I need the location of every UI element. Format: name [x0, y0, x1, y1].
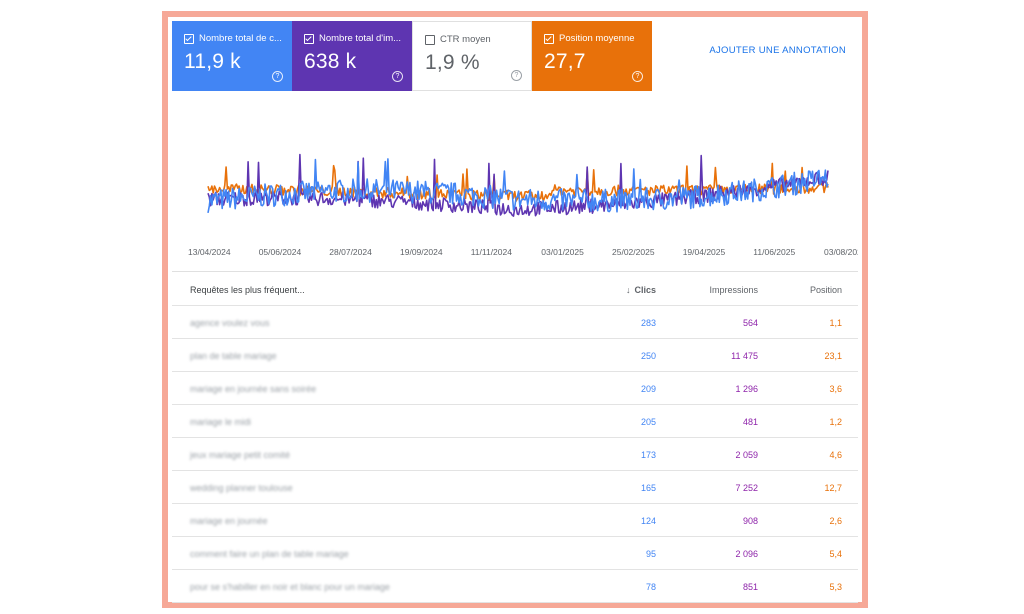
impressions-cell: 7 252	[735, 483, 758, 493]
add-annotation-button[interactable]: AJOUTER UNE ANNOTATION	[709, 45, 846, 56]
table-row[interactable]: mariage le midi 205 481 1,2	[172, 405, 858, 438]
query-cell: agence voulez vous	[190, 318, 270, 328]
metric-label: Nombre total de c...	[199, 33, 282, 44]
x-tick-label: 25/02/2025	[612, 247, 655, 257]
query-cell: jeux mariage petit comité	[190, 450, 291, 460]
clicks-cell: 205	[640, 417, 656, 427]
x-tick-label: 19/04/2025	[683, 247, 726, 257]
metric-card-position[interactable]: Position moyenne 27,7 ?	[532, 21, 652, 91]
table-row[interactable]: comment faire un plan de table mariage 95…	[172, 537, 858, 570]
metric-value: 27,7	[544, 50, 586, 73]
checkbox-icon[interactable]	[544, 33, 554, 44]
table-row[interactable]: plan de table mariage 250 11 475 23,1	[172, 339, 858, 372]
impressions-cell: 908	[742, 516, 758, 526]
column-header-impressions[interactable]: Impressions	[709, 285, 758, 295]
x-tick-label: 28/07/2024	[329, 247, 372, 257]
x-tick-label: 19/09/2024	[400, 247, 443, 257]
clicks-cell: 124	[640, 516, 656, 526]
help-icon[interactable]: ?	[632, 71, 643, 82]
clicks-cell: 78	[645, 582, 656, 592]
clicks-cell: 165	[640, 483, 656, 493]
metric-card-clicks[interactable]: Nombre total de c... 11,9 k ?	[172, 21, 292, 91]
table-header: Requêtes les plus fréquent... ↓ Clics Imp…	[172, 273, 858, 306]
query-cell: wedding planner toulouse	[190, 483, 293, 493]
position-cell: 1,1	[829, 318, 842, 328]
help-icon[interactable]: ?	[511, 70, 522, 81]
impressions-cell: 1 296	[735, 384, 758, 394]
query-cell: comment faire un plan de table mariage	[190, 549, 349, 559]
position-cell: 2,6	[829, 516, 842, 526]
series-line	[207, 153, 829, 217]
table-row[interactable]: mariage en journée 124 908 2,6	[172, 504, 858, 537]
position-cell: 5,4	[829, 549, 842, 559]
performance-chart: 13/04/2024 05/06/2024 28/07/2024 19/09/2024…	[188, 153, 858, 257]
help-icon[interactable]: ?	[272, 71, 283, 82]
clicks-cell: 209	[640, 384, 656, 394]
position-cell: 23,1	[824, 351, 842, 361]
metric-label: Position moyenne	[559, 33, 635, 44]
column-header-clicks[interactable]: ↓ Clics	[626, 285, 656, 295]
position-cell: 1,2	[829, 417, 842, 427]
clicks-cell: 250	[640, 351, 656, 361]
x-tick-label: 13/04/2024	[188, 247, 231, 257]
query-cell: mariage en journée sans soirée	[190, 384, 317, 394]
impressions-cell: 851	[742, 582, 758, 592]
metric-cards: Nombre total de c... 11,9 k ? Nombre tot…	[172, 21, 858, 91]
metric-value: 1,9 %	[425, 51, 480, 74]
impressions-cell: 11 475	[731, 351, 758, 361]
impressions-cell: 481	[742, 417, 758, 427]
divider	[172, 271, 858, 272]
position-cell: 4,6	[829, 450, 842, 460]
table-row[interactable]: pour se s'habiller en noir et blanc pour…	[172, 570, 858, 603]
metric-label: CTR moyen	[440, 34, 491, 45]
metric-card-ctr[interactable]: CTR moyen 1,9 % ?	[412, 21, 532, 91]
impressions-cell: 2 059	[735, 450, 758, 460]
query-cell: mariage en journée	[190, 516, 268, 526]
metric-value: 11,9 k	[184, 50, 241, 73]
checkbox-icon[interactable]	[304, 33, 314, 44]
metric-value: 638 k	[304, 50, 357, 73]
table-row[interactable]: jeux mariage petit comité 173 2 059 4,6	[172, 438, 858, 471]
x-tick-label: 03/08/2025	[824, 247, 858, 257]
position-cell: 5,3	[829, 582, 842, 592]
query-cell: mariage le midi	[190, 417, 252, 427]
clicks-cell: 95	[645, 549, 656, 559]
performance-panel: Nombre total de c... 11,9 k ? Nombre tot…	[162, 11, 868, 608]
clicks-cell: 283	[640, 318, 656, 328]
metric-card-impressions[interactable]: Nombre total d'im... 638 k ?	[292, 21, 412, 91]
help-icon[interactable]: ?	[392, 71, 403, 82]
position-cell: 3,6	[829, 384, 842, 394]
column-header-query[interactable]: Requêtes les plus fréquent...	[190, 285, 305, 295]
series-line	[207, 158, 829, 214]
impressions-cell: 564	[742, 318, 758, 328]
checkbox-icon[interactable]	[184, 33, 194, 44]
column-header-clicks-label: Clics	[634, 285, 656, 295]
impressions-cell: 2 096	[735, 549, 758, 559]
checkbox-icon[interactable]	[425, 34, 435, 45]
query-cell: plan de table mariage	[190, 351, 277, 361]
table-row[interactable]: agence voulez vous 283 564 1,1	[172, 306, 858, 339]
arrow-down-icon: ↓	[625, 285, 631, 295]
column-header-position[interactable]: Position	[809, 285, 842, 295]
metric-label: Nombre total d'im...	[319, 33, 402, 44]
table-row[interactable]: wedding planner toulouse 165 7 252 12,7	[172, 471, 858, 504]
x-tick-label: 05/06/2024	[259, 247, 302, 257]
clicks-cell: 173	[640, 450, 656, 460]
x-tick-label: 03/01/2025	[541, 247, 584, 257]
queries-table: Requêtes les plus fréquent... ↓ Clics Imp…	[172, 273, 858, 603]
position-cell: 12,7	[824, 483, 842, 493]
x-tick-label: 11/11/2024	[471, 247, 513, 257]
query-cell: pour se s'habiller en noir et blanc pour…	[190, 582, 390, 592]
x-tick-label: 11/06/2025	[753, 247, 795, 257]
table-row[interactable]: mariage en journée sans soirée 209 1 296 3,…	[172, 372, 858, 405]
